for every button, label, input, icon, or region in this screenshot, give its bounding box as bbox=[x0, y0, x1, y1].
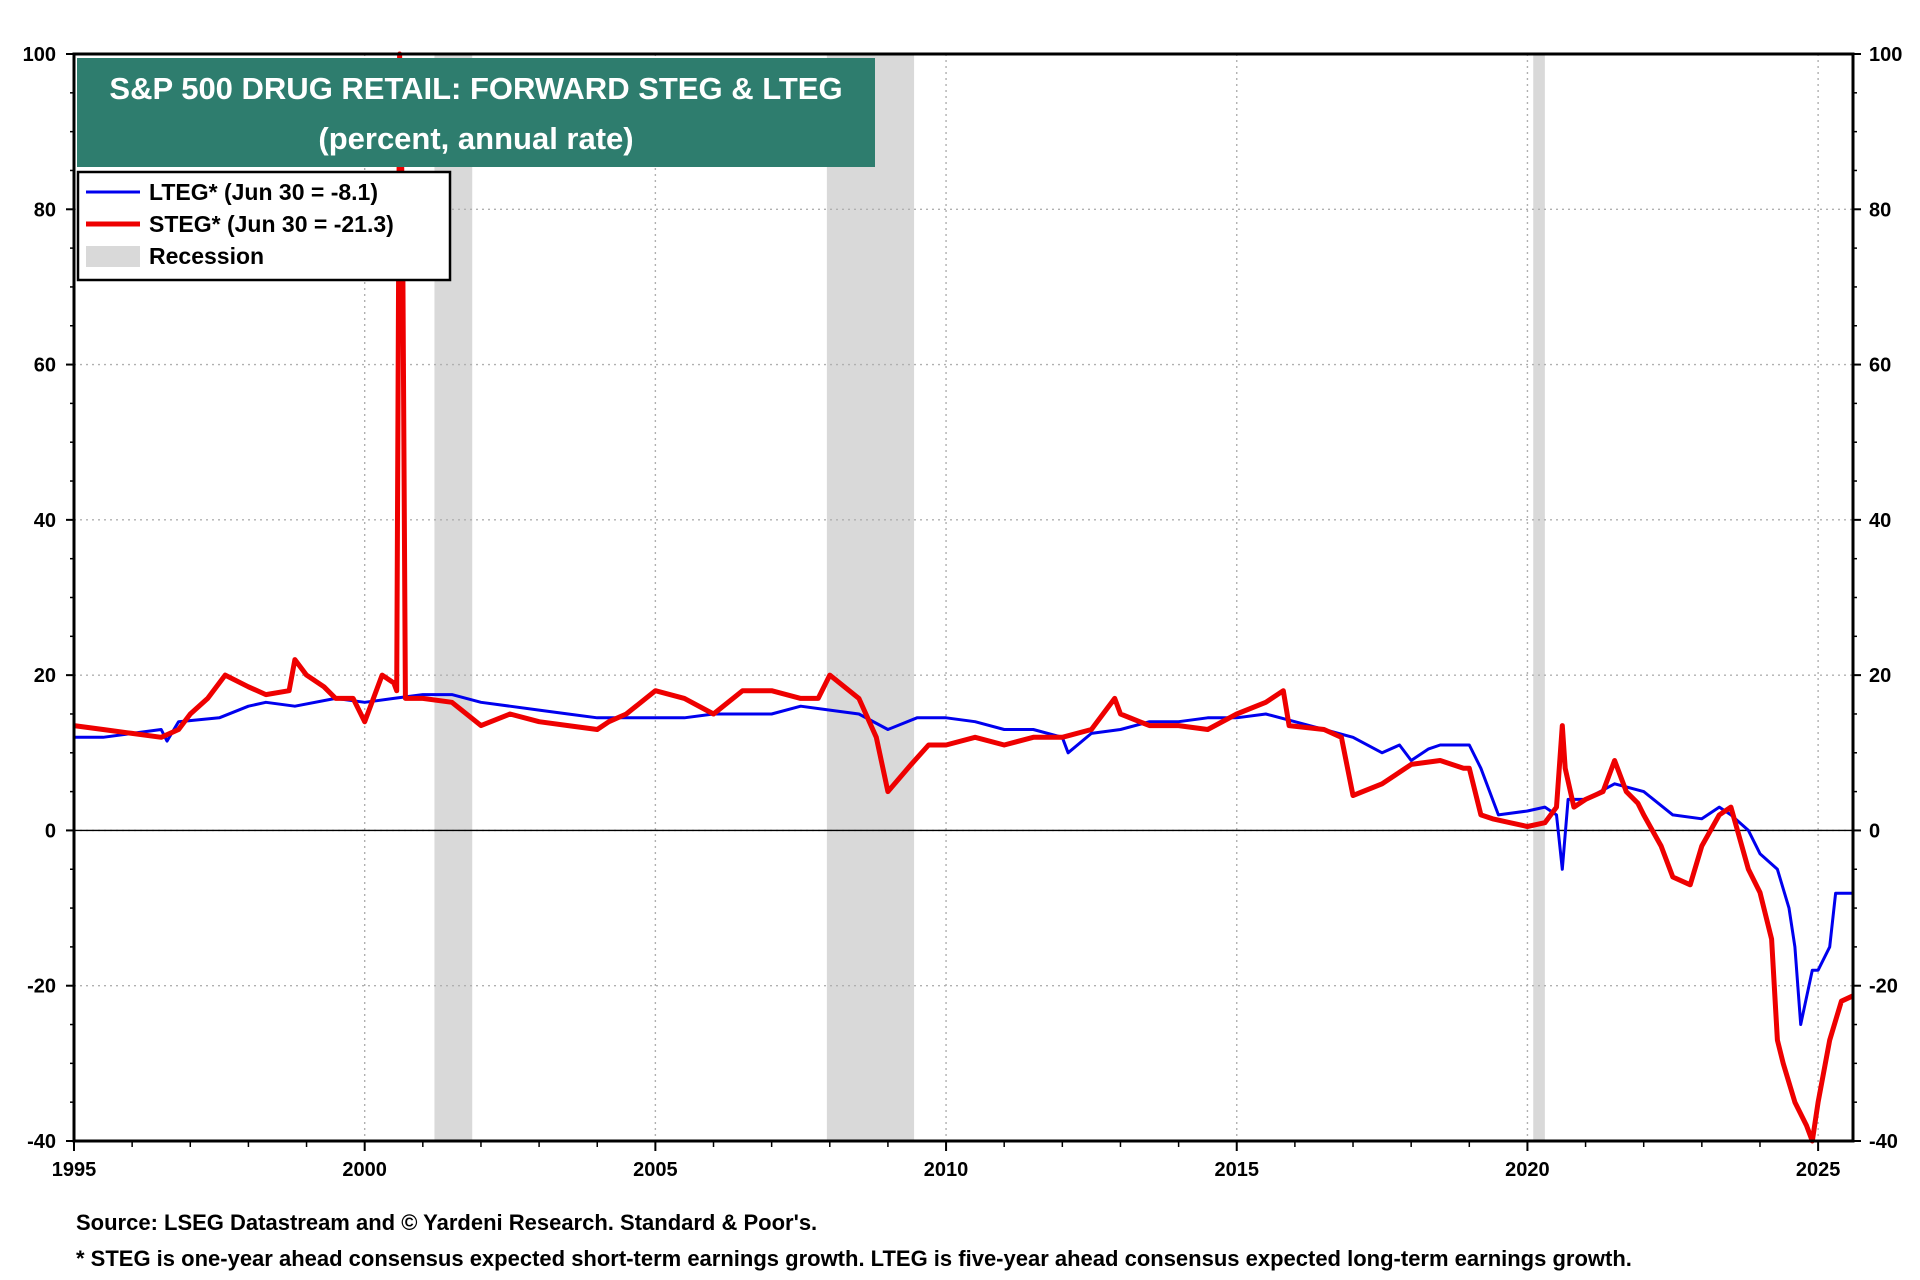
y-tick-label-left: 20 bbox=[34, 665, 56, 687]
legend-label-lteg: LTEG* (Jun 30 = -8.1) bbox=[149, 179, 378, 205]
y-tick-label-right: 20 bbox=[1869, 665, 1891, 687]
x-tick-label: 2005 bbox=[633, 1159, 678, 1181]
legend-label-recession: Recession bbox=[149, 243, 264, 269]
y-tick-label-left: 80 bbox=[34, 199, 56, 221]
y-tick-label-right: 0 bbox=[1869, 820, 1880, 842]
x-tick-label: 1995 bbox=[52, 1159, 97, 1181]
x-tick-label: 2000 bbox=[342, 1159, 387, 1181]
y-tick-label-right: -20 bbox=[1869, 976, 1898, 998]
y-tick-label-right: 100 bbox=[1869, 44, 1902, 66]
legend: LTEG* (Jun 30 = -8.1) STEG* (Jun 30 = -2… bbox=[76, 170, 452, 282]
y-tick-label-right: 60 bbox=[1869, 355, 1891, 377]
legend-label-steg: STEG* (Jun 30 = -21.3) bbox=[149, 211, 394, 237]
x-tick-label: 2015 bbox=[1214, 1159, 1259, 1181]
y-tick-label-left: -40 bbox=[27, 1131, 56, 1153]
y-tick-label-left: 60 bbox=[34, 355, 56, 377]
y-tick-label-left: 100 bbox=[23, 44, 56, 66]
title-box bbox=[77, 58, 875, 167]
series-lines bbox=[73, 51, 1855, 1144]
series-line-lteg bbox=[74, 693, 1853, 1026]
x-tick-label: 2025 bbox=[1796, 1159, 1841, 1181]
recession-band-2 bbox=[1533, 54, 1545, 1141]
y-tick-label-left: 40 bbox=[34, 510, 56, 532]
y-tick-label-left: 0 bbox=[45, 820, 56, 842]
y-tick-label-left: -20 bbox=[27, 976, 56, 998]
x-tick-label: 2020 bbox=[1505, 1159, 1550, 1181]
chart-title: S&P 500 DRUG RETAIL: FORWARD STEG & LTEG bbox=[109, 71, 842, 106]
series-line-steg bbox=[73, 51, 1855, 1144]
chart-subtitle: (percent, annual rate) bbox=[318, 121, 633, 156]
footnote: * STEG is one-year ahead consensus expec… bbox=[76, 1246, 1632, 1271]
recession-band-1 bbox=[826, 54, 915, 1141]
y-tick-label-right: 80 bbox=[1869, 199, 1891, 221]
y-tick-label-right: -40 bbox=[1869, 1131, 1898, 1153]
legend-swatch-recession bbox=[86, 246, 140, 267]
recession-bands bbox=[434, 54, 1545, 1141]
source-note: Source: LSEG Datastream and © Yardeni Re… bbox=[76, 1210, 818, 1235]
x-tick-label: 2010 bbox=[924, 1159, 969, 1181]
y-tick-label-right: 40 bbox=[1869, 510, 1891, 532]
